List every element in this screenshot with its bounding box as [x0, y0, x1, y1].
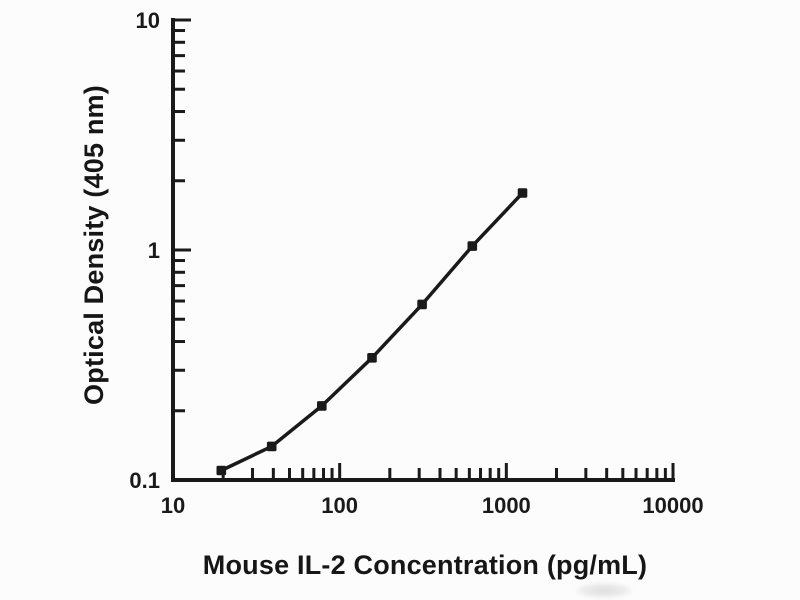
data-point-marker: [367, 353, 377, 363]
data-point-marker: [417, 299, 427, 310]
x-tick-label: 100: [321, 493, 358, 518]
axes-group: 10 100 1000 10000 0.1 1 10: [129, 8, 703, 518]
y-tick-label: 1: [148, 238, 160, 263]
x-axis-title: Mouse IL-2 Concentration (pg/mL): [203, 550, 647, 580]
x-tick-label: 1000: [482, 493, 531, 518]
data-point-marker: [467, 241, 478, 251]
data-point-marker: [266, 441, 277, 452]
data-point-marker: [317, 401, 327, 411]
jpeg-artifact-smudge: [576, 583, 632, 598]
y-tick-label: 0.1: [129, 468, 160, 493]
y-axis-title: Optical Density (405 nm): [79, 85, 109, 405]
standard-curve-line: [220, 191, 524, 473]
y-tick-label: 10: [136, 8, 160, 33]
x-tick-label: 10: [161, 493, 185, 518]
series-group: [216, 188, 528, 476]
x-tick-label: 10000: [642, 493, 703, 518]
data-point-marker: [216, 465, 227, 476]
data-point-marker: [517, 188, 528, 198]
